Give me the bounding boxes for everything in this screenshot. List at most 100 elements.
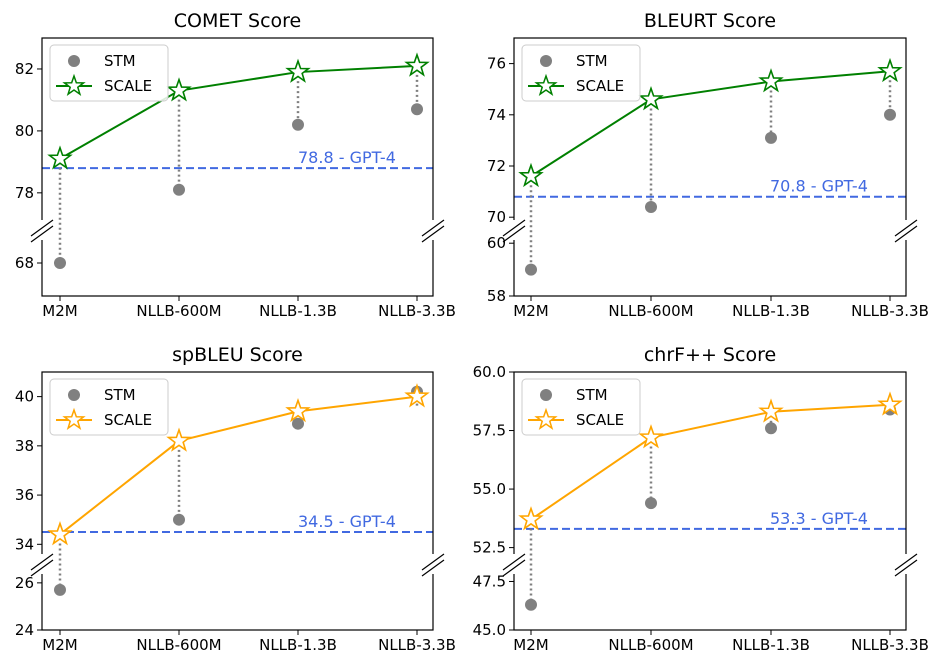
x-tick-label: NLLB-1.3B [259,302,337,320]
plot-area [514,391,906,611]
scale-point [758,398,784,423]
axes-frame [41,37,434,297]
chart-title: BLEURT Score [644,10,776,32]
scale-point [404,52,430,77]
legend: STM SCALE [521,378,641,436]
legend-stm-marker [68,55,80,67]
axis-break-right-mark [894,225,918,243]
x-tick-label: NLLB-3.3B [378,302,456,320]
chart-title: COMET Score [174,10,301,32]
y-tick-label: 55.0 [473,480,506,498]
axes-frame [41,371,434,631]
axis-break-left-mark [30,559,54,577]
x-tick-label: NLLB-1.3B [732,302,810,320]
gpt4-reference-label: 70.8 - GPT-4 [770,177,868,196]
legend-scale-label: SCALE [576,411,624,429]
plot-area [42,383,433,596]
axis-break-left-gap [38,220,46,240]
axis-break-right-mark [894,559,918,577]
y-tick-label: 78 [15,184,34,202]
scale-point [404,383,430,408]
scale-point [518,162,544,188]
axis-break-left-mark [502,219,526,237]
axis-break-right-mark [894,553,918,571]
stm-point [645,200,657,213]
legend-stm-label: STM [576,52,608,70]
y-tick-label: 45.0 [473,621,506,639]
x-tick-label: NLLB-600M [136,302,221,320]
stm-point [411,103,423,116]
scale-point [758,68,784,93]
axis-break-right-gap [429,554,437,574]
scale-point [638,86,664,111]
chart-title: chrF++ Score [644,344,776,366]
axis-break-right-mark [894,219,918,237]
legend-scale-label: SCALE [576,77,624,95]
y-tick-label: 47.5 [473,572,506,590]
axis-break-left-mark [30,219,54,237]
panel-2: spBLEU Score 34.5 - GPT-4 34 36 38 40 24 26 M2M N… [15,344,456,654]
gpt4-reference-label: 34.5 - GPT-4 [298,512,396,531]
axis-break-left-gap [38,554,46,574]
scale-point [285,397,311,423]
legend-stm-marker [68,389,80,401]
axis-break-right-gap [429,220,437,240]
axis-break-right-mark [421,219,445,237]
x-tick-label: NLLB-1.3B [732,636,810,654]
scale-point [285,58,311,83]
panel-1: BLEURT Score 70.8 - GPT-4 70 72 74 76 58 60 M2M N… [487,10,929,320]
stm-point [54,257,66,269]
stm-point [292,417,304,430]
scale-point [877,391,903,416]
scale-line [530,403,891,521]
scale-point [166,427,192,452]
y-tick-label: 36 [15,486,34,504]
legend: STM SCALE [49,378,169,436]
legend-scale-marker [62,73,86,96]
scale-point [166,77,192,102]
scale-point [877,57,903,83]
stm-point [884,108,896,121]
stm-point [292,118,304,131]
scale-point [47,145,73,170]
x-tick-label: M2M [42,636,77,654]
chart-title: spBLEU Score [172,344,303,366]
x-tick-label: M2M [513,636,548,654]
y-tick-label: 80 [15,122,34,140]
axis-break-right-gap [902,554,910,574]
axes-frame [513,37,907,297]
scale-line [59,64,418,160]
scale-line [530,70,891,178]
stm-point [645,497,657,510]
stm-point [765,131,777,144]
stm-point [525,598,537,611]
x-tick-label: NLLB-600M [608,302,693,320]
legend-stm-marker [540,55,552,67]
y-tick-label: 38 [15,437,34,455]
x-tick-label: M2M [42,302,77,320]
axis-break-right-mark [421,559,445,577]
axis-break-left-gap [510,554,518,574]
legend-scale-label: SCALE [104,411,152,429]
axis-break-right-mark [421,553,445,571]
legend: STM SCALE [49,44,169,102]
x-tick-label: NLLB-600M [608,636,693,654]
axis-break-right-gap [902,220,910,240]
y-tick-label: 60.0 [473,363,506,381]
axis-break-left-mark [30,225,54,243]
axis-break-left-mark [30,553,54,571]
y-tick-label: 57.5 [473,422,506,440]
legend: STM SCALE [521,44,641,102]
legend-scale-marker [534,407,558,430]
legend-scale-marker [534,73,558,96]
stm-point [765,422,777,435]
scale-point [518,506,544,531]
y-tick-label: 26 [15,574,34,592]
scale-point [47,521,73,546]
y-tick-label: 82 [15,60,34,78]
stm-point [54,583,66,596]
x-tick-label: NLLB-1.3B [259,636,337,654]
legend-stm-label: STM [576,386,608,404]
stm-point [525,263,537,276]
axes-frame [513,371,907,631]
